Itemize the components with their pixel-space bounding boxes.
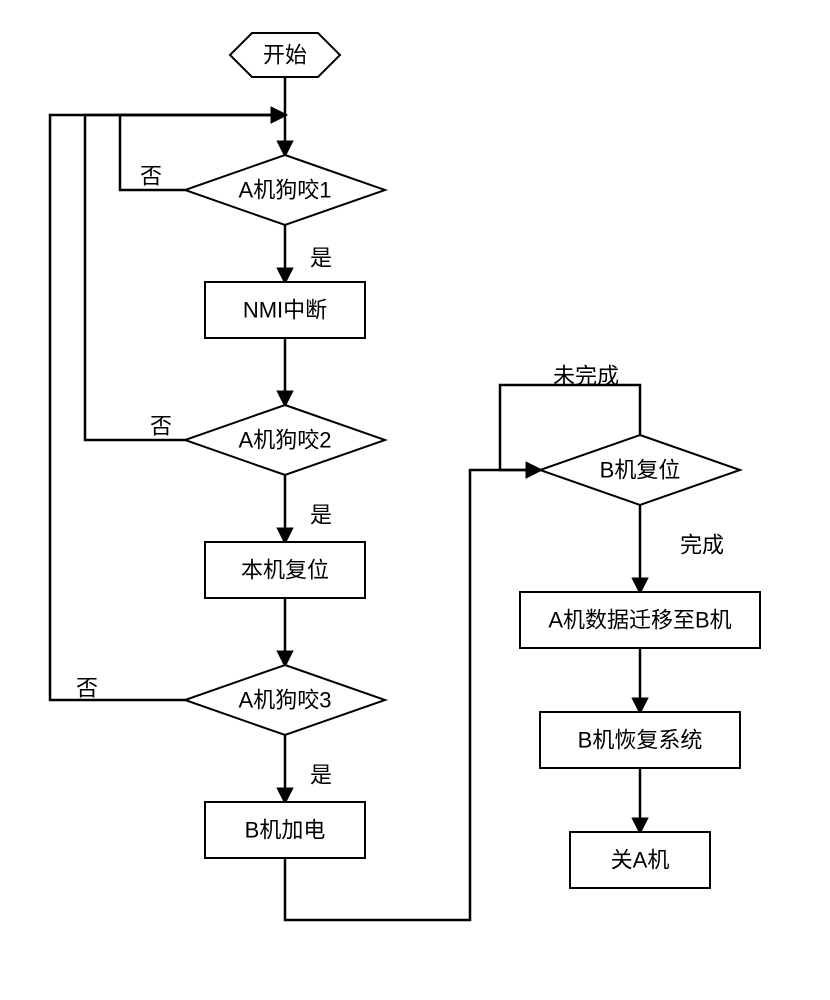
node-bpoweron: B机加电 (205, 802, 365, 858)
svg-text:B机恢复系统: B机恢复系统 (578, 728, 703, 753)
svg-text:是: 是 (310, 763, 332, 788)
svg-text:完成: 完成 (680, 533, 724, 558)
node-dog2: A机狗咬2 (185, 405, 385, 475)
node-nmi: NMI中断 (205, 282, 365, 338)
svg-text:A机狗咬3: A机狗咬3 (239, 688, 332, 713)
svg-text:B机复位: B机复位 (600, 458, 681, 483)
edge-3: 是 (285, 475, 332, 542)
edge-7: 否 (85, 115, 285, 440)
node-localreset: 本机复位 (205, 542, 365, 598)
node-brestore: B机恢复系统 (540, 712, 740, 768)
svg-text:B机加电: B机加电 (245, 818, 326, 843)
node-dog3: A机狗咬3 (185, 665, 385, 735)
svg-text:NMI中断: NMI中断 (243, 298, 327, 323)
svg-text:否: 否 (76, 676, 98, 701)
svg-text:A机狗咬1: A机狗咬1 (239, 178, 332, 203)
svg-text:是: 是 (310, 503, 332, 528)
edge-1: 是 (285, 225, 332, 282)
node-breset: B机复位 (540, 435, 740, 505)
svg-text:否: 否 (150, 414, 172, 439)
edge-11: 完成 (640, 505, 724, 592)
svg-text:未完成: 未完成 (553, 364, 619, 389)
node-dog1: A机狗咬1 (185, 155, 385, 225)
node-closea: 关A机 (570, 832, 710, 888)
svg-text:A机数据迁移至B机: A机数据迁移至B机 (548, 608, 731, 633)
node-migrate: A机数据迁移至B机 (520, 592, 760, 648)
edge-5: 是 (285, 735, 332, 802)
svg-text:关A机: 关A机 (611, 848, 670, 873)
flowchart-canvas: 是是是否否否未完成完成开始A机狗咬1NMI中断A机狗咬2本机复位A机狗咬3B机加… (0, 0, 830, 1000)
svg-text:开始: 开始 (263, 43, 307, 68)
node-start: 开始 (230, 33, 340, 77)
svg-text:本机复位: 本机复位 (241, 558, 329, 583)
svg-text:是: 是 (310, 246, 332, 271)
svg-text:A机狗咬2: A机狗咬2 (239, 428, 332, 453)
svg-text:否: 否 (140, 164, 162, 189)
